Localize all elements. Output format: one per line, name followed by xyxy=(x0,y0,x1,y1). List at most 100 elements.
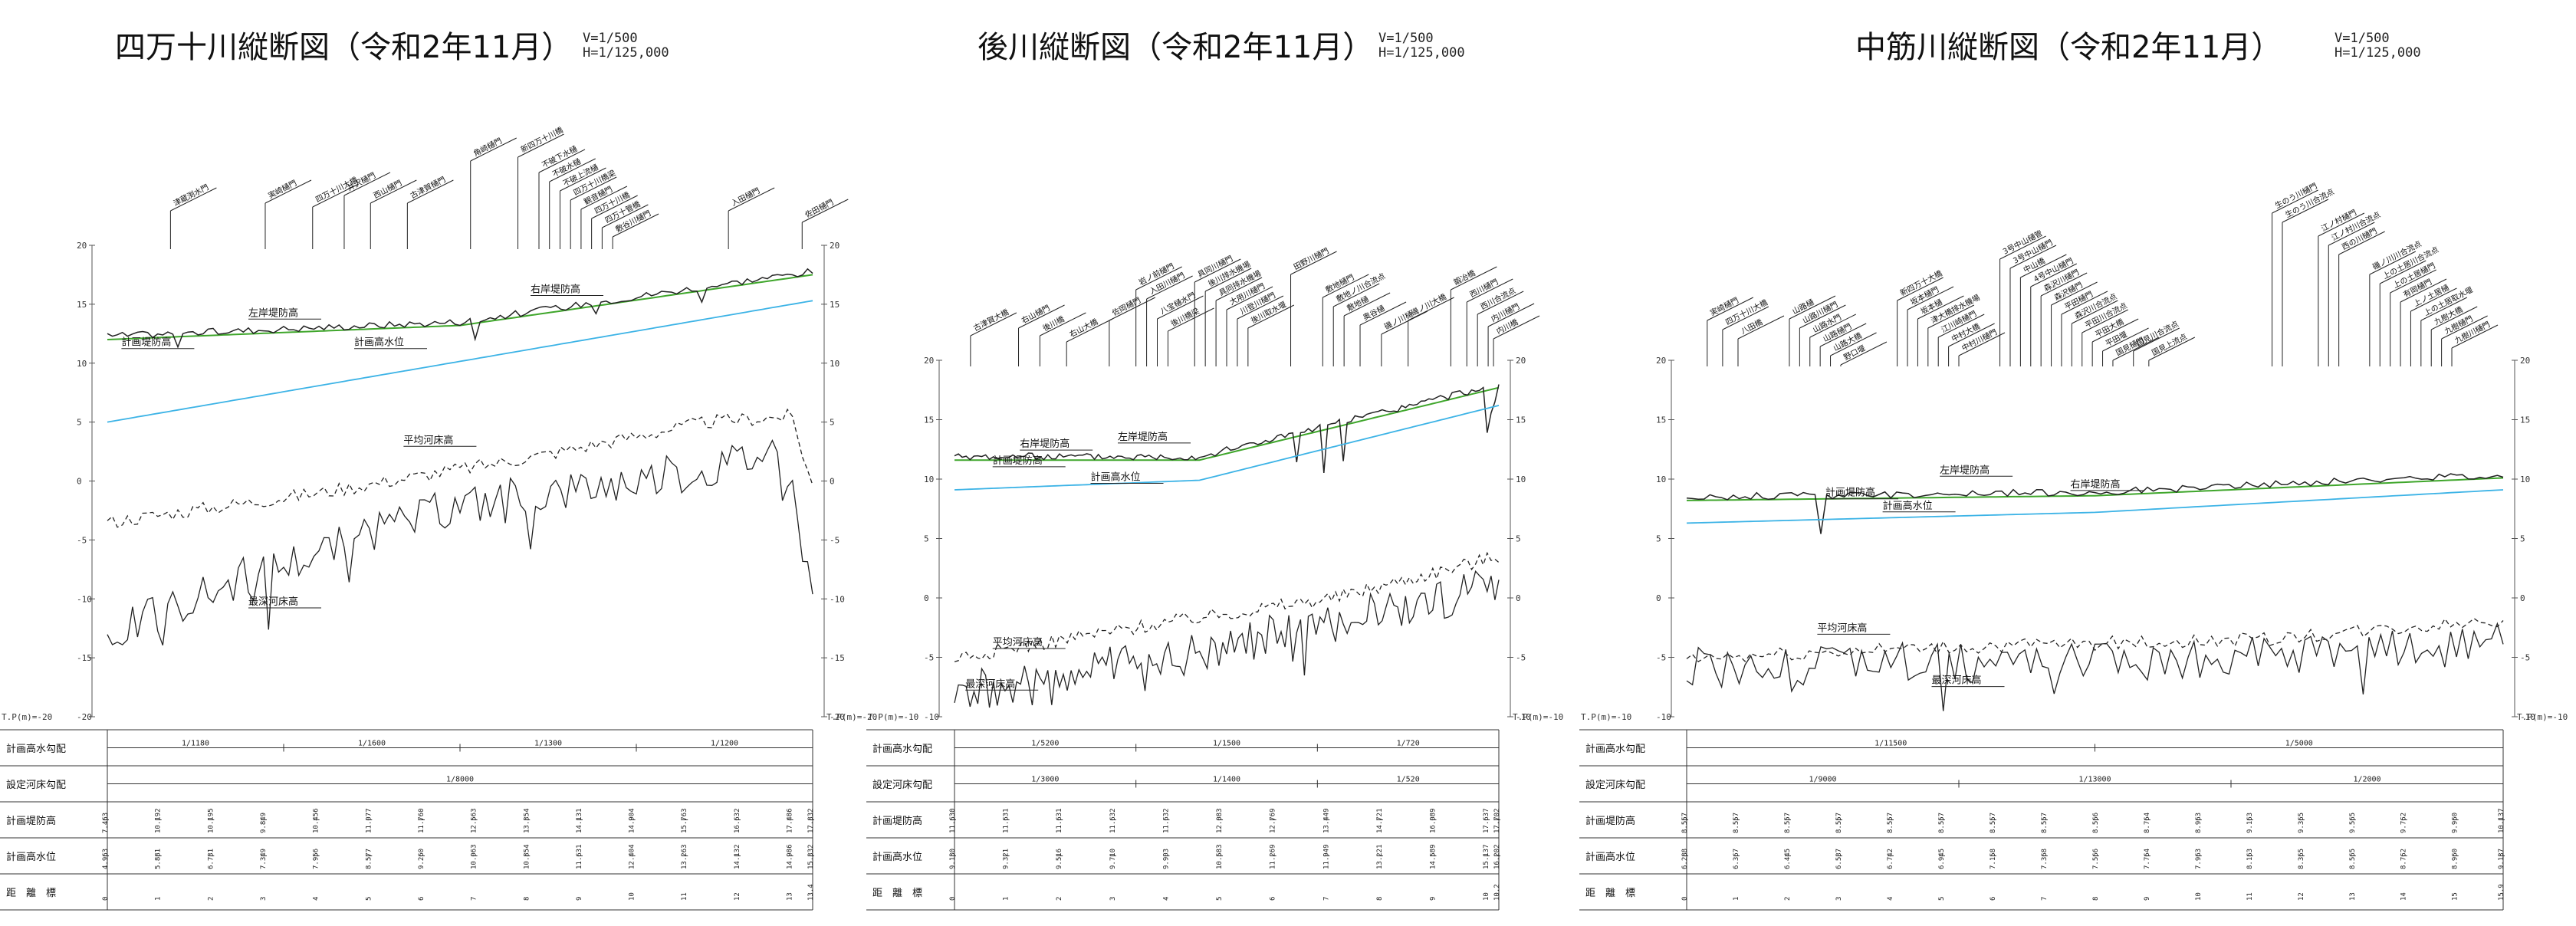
facility-leader-diag xyxy=(970,312,1017,337)
table-cell-bank: 7.463 xyxy=(102,813,110,833)
table-cell-km: 4 xyxy=(1162,897,1170,901)
facility-leader-diag xyxy=(2020,254,2067,278)
table-cell-km: 13 xyxy=(2349,892,2357,901)
plan-hwl-line xyxy=(1686,489,2504,524)
table-cell-bank: 15.763 xyxy=(681,808,688,833)
facility-leader-diag xyxy=(2112,337,2160,361)
table-row-label: 計画堤防高 xyxy=(6,815,56,827)
table-cell-bank: 17.832 xyxy=(807,808,815,833)
y-tick-label: 5 xyxy=(77,418,82,428)
table-cell-hwl: 7.158 xyxy=(1990,849,1997,869)
table-row-label: 距 離 標 xyxy=(6,888,56,899)
facility-leader-diag xyxy=(2410,287,2457,312)
table-row-label: 計画高水位 xyxy=(6,851,56,863)
table-cell-km: 5 xyxy=(365,897,373,901)
facility-leader-diag xyxy=(2451,324,2499,349)
facility-leader-diag xyxy=(1722,306,1769,330)
facility-leader-diag xyxy=(2441,315,2488,340)
profile-label-plan-bank: 計画堤防高 xyxy=(1825,487,1875,499)
table-row-label: 設定河床勾配 xyxy=(6,779,66,791)
facility-leader-diag xyxy=(264,179,312,204)
y-tick-label: 15 xyxy=(77,300,87,310)
y-tick-label: -5 xyxy=(77,535,87,545)
table-cell-bank: 12.769 xyxy=(1270,808,1277,833)
facility-leader-diag xyxy=(1226,286,1273,310)
table-row-label: 距 離 標 xyxy=(1585,888,1635,899)
facility-label: 田野川樋門 xyxy=(1292,245,1330,271)
facility-leader-diag xyxy=(1343,292,1391,317)
table-row-label: 計画高水勾配 xyxy=(1585,743,1645,755)
y-tick-label: 0 xyxy=(924,593,929,603)
table-cell-bank: 9.163 xyxy=(2246,813,2254,833)
table-row-label: 計画堤防高 xyxy=(872,815,922,827)
gradient-value: 1/9000 xyxy=(1809,776,1836,784)
table-cell-bank: 10.195 xyxy=(207,808,215,833)
profile-label-avg-bed: 平均河床高 xyxy=(1817,622,1867,634)
facility-leader-diag xyxy=(2061,291,2108,315)
table-cell-hwl: 15.137 xyxy=(1483,844,1490,869)
facility-leader-diag xyxy=(2369,251,2417,275)
table-cell-km: 6 xyxy=(418,897,426,901)
table-cell-bank: 14.904 xyxy=(629,808,636,833)
y-tick-label: 15 xyxy=(1656,415,1666,425)
gradient-value: 1/5000 xyxy=(2285,740,2313,748)
table-cell-hwl: 5.881 xyxy=(155,849,163,869)
facility-label: 鍛冶橋 xyxy=(1452,268,1477,287)
table-cell-hwl: 8.577 xyxy=(365,849,373,869)
table-cell-bank: 8.557 xyxy=(2041,813,2049,833)
facility-leader-diag xyxy=(2390,269,2436,294)
y-tick-label: -10 xyxy=(830,594,845,604)
table-cell-bank: 8.557 xyxy=(1784,813,1792,833)
facility-leader-diag xyxy=(1927,304,1975,329)
profile-label-avg-bed: 平均河床高 xyxy=(403,434,453,446)
y-tick-label: -10 xyxy=(1516,712,1531,722)
facility-leader-diag xyxy=(2420,297,2468,321)
table-cell-hwl: 11.269 xyxy=(1270,844,1277,869)
gradient-value: 1/1200 xyxy=(711,740,738,748)
table-cell-hwl: 7.349 xyxy=(260,849,268,869)
plan-bank-line xyxy=(955,386,1500,461)
facility-label: 古津賀大橋 xyxy=(971,307,1010,333)
table-cell-bank: 8.557 xyxy=(1733,813,1740,833)
gradient-value: 1/1300 xyxy=(534,740,562,748)
table-cell-km: 3 xyxy=(1835,897,1843,901)
table-cell-bank: 8.557 xyxy=(1938,813,1946,833)
facility-leader-diag xyxy=(1168,307,1214,332)
table-cell-hwl: 13.263 xyxy=(681,844,688,869)
panel-nakasuji: 中筋川縦断図（令和2年11月） V=1/500 H=1/125,000 20 20… xyxy=(1579,30,2568,911)
table-cell-bank: 14.131 xyxy=(576,808,583,833)
facility-leader-diag xyxy=(343,172,391,196)
facility-label: 津蔵渕水門 xyxy=(172,182,210,208)
facility-leader-diag xyxy=(1322,274,1369,298)
facility-leader-diag xyxy=(1247,304,1295,329)
panel-ushiro: 後川縦断図（令和2年11月） V=1/500 H=1/125,000 20 201… xyxy=(866,30,1563,911)
facility-leader-diag xyxy=(170,187,217,212)
table-cell-km: 3 xyxy=(260,897,268,901)
y-tick-label: 15 xyxy=(830,300,840,310)
table-cell-bank: 17.486 xyxy=(787,808,794,833)
table-cell-bank: 9.565 xyxy=(2349,813,2357,833)
facility-labels: 実崎樋門四万十川大橋八田橋山路樋山路川樋門山路水門山路樋門山路大橋野口堰新四万十… xyxy=(1707,181,2499,366)
table-cell-hwl: 11.631 xyxy=(576,844,583,869)
table-cell-km: 2 xyxy=(1784,897,1792,901)
gradient-value: 1/1500 xyxy=(1213,740,1240,748)
table-cell-bank: 8.557 xyxy=(1681,813,1689,833)
facility-leader-diag xyxy=(1359,301,1407,326)
facility-leader-diag xyxy=(2380,260,2426,284)
gradient-value: 1/11500 xyxy=(1875,740,1907,748)
y-tick-label: 15 xyxy=(924,415,934,425)
facility-leader-diag xyxy=(2133,327,2180,352)
table-cell-hwl: 6.537 xyxy=(1835,849,1843,869)
table-cell-km: 4 xyxy=(1887,897,1894,901)
facility-label: 奥谷樋 xyxy=(1361,303,1386,322)
table-cell-bank: 13.449 xyxy=(1322,808,1330,833)
table-cell-bank: 8.557 xyxy=(1887,813,1894,833)
table-cell-km: 15.9 xyxy=(2498,884,2505,901)
table-cell-hwl: 6.367 xyxy=(1733,849,1740,869)
gradient-value: 1/1180 xyxy=(182,740,209,748)
table-cell-km: 7 xyxy=(471,897,478,901)
facility-leader-diag xyxy=(370,179,417,204)
facility-leader-diag xyxy=(2328,222,2375,246)
